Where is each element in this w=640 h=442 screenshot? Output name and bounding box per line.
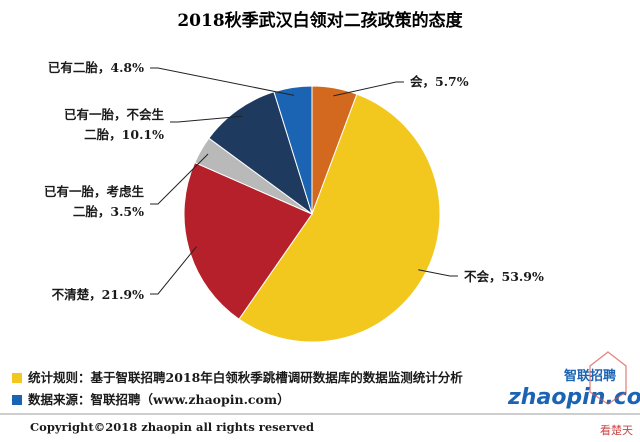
pie-slice-no [238,93,441,343]
leader-line-unsure [150,246,197,295]
slice-label-has-one-no: 已有一胎，不会生二胎，10.1% [64,107,165,142]
leader-line-has-one-no [170,115,243,123]
copyright: Copyright©2018 zhaopin all rights reserv… [30,420,314,434]
slice-labels: 会，5.7% 不会，53.9% 不清楚，21.9% 已有一胎，考虑生二胎，3.5% 已有… [44,60,544,302]
slice-label-has-one-considering: 已有一胎，考虑生二胎，3.5% [44,184,145,219]
chart-title: 2018秋季武汉白领对二孩政策的态度 [177,10,463,31]
slice-label-no: 不会，53.9% [464,269,544,284]
note-source: 数据来源：智联招聘（www.zhaopin.com） [27,392,290,407]
slice-label-yes: 会，5.7% [410,74,469,89]
note-marker-rule [12,373,22,383]
slice-label-has-two: 已有二胎，4.8% [48,60,144,75]
note-rule: 统计规则：基于智联招聘2018年白领秋季跳槽调研数据库的数据监测统计分析 [28,370,463,385]
pie-slice-has-one-no [208,91,313,216]
seal-icon [589,351,627,405]
leader-line-has-one-considering [150,153,209,205]
watermark: 看楚天 [600,423,633,437]
slice-label-unsure: 不清楚，21.9% [52,287,144,302]
leader-line-no [418,269,458,277]
pie-slice-unsure [183,161,313,320]
logo-main: zhaopin.com [507,385,640,410]
note-marker-source [12,395,22,405]
leader-line-has-two [150,67,295,96]
zhaopin-logo: 智联招聘 zhaopin.com 看楚天 [507,351,640,437]
leader-line-yes [333,81,404,97]
pie-slices [183,85,441,343]
leader-lines [150,67,458,295]
